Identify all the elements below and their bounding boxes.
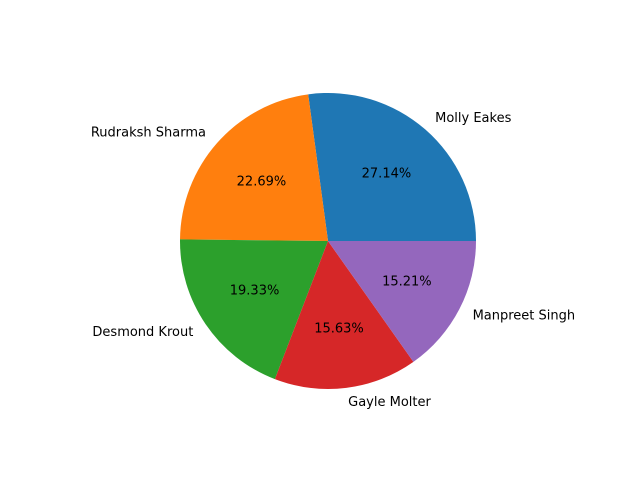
- pie-category-label-gayle-molter: Gayle Molter: [348, 395, 431, 410]
- slices-layer: [180, 93, 476, 390]
- pie-category-label-molly-eakes: Molly Eakes: [435, 111, 511, 126]
- pie-pct-label-desmond-krout: 19.33%: [230, 283, 280, 298]
- pie-category-label-rudraksh-sharma: Rudraksh Sharma: [91, 126, 206, 141]
- pie-pct-label-rudraksh-sharma: 22.69%: [237, 175, 287, 190]
- labels-layer: 27.14% Molly Eakes 22.69% Rudraksh Sharma 19…: [91, 111, 575, 410]
- pie-slice-manpreet-singh: [328, 241, 476, 362]
- pie-slice-rudraksh-sharma: [180, 94, 328, 241]
- pie-slice-desmond-krout: [180, 239, 328, 380]
- pie-slice-molly-eakes: [308, 93, 476, 241]
- pie-slice-gayle-molter: [274, 241, 414, 390]
- pie-category-label-manpreet-singh: Manpreet Singh: [473, 308, 576, 323]
- pie-pct-label-gayle-molter: 15.63%: [314, 322, 364, 337]
- pie-category-label-desmond-krout: Desmond Krout: [92, 325, 193, 340]
- pie-pct-label-molly-eakes: 27.14%: [362, 167, 412, 182]
- pie-pct-label-manpreet-singh: 15.21%: [382, 274, 432, 289]
